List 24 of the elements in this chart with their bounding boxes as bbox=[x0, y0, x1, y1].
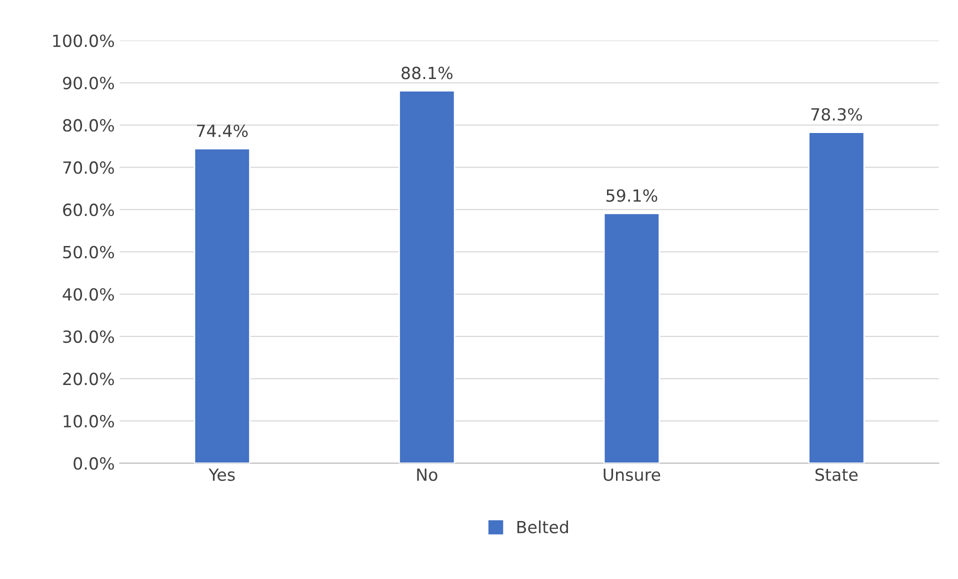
y-tick-label: 30.0% bbox=[63, 330, 114, 343]
legend-label: Belted bbox=[517, 520, 568, 534]
y-tick-label: 0.0% bbox=[74, 457, 114, 470]
x-tick-label: No bbox=[417, 468, 438, 481]
bar bbox=[603, 212, 660, 464]
y-tick-label: 50.0% bbox=[63, 246, 114, 258]
data-label: 59.1% bbox=[606, 189, 658, 202]
y-tick-label: 100.0% bbox=[53, 34, 114, 48]
data-label: 74.4% bbox=[197, 124, 248, 138]
x-tick-label: Yes bbox=[208, 468, 235, 481]
y-tick-label: 40.0% bbox=[62, 288, 114, 301]
y-tick-label: 70.0% bbox=[63, 161, 114, 174]
y-tick-label: 20.0% bbox=[63, 372, 114, 386]
x-tick-label: Unsure bbox=[604, 468, 660, 481]
y-tick-label: 60.0% bbox=[63, 204, 114, 216]
bar bbox=[194, 148, 250, 464]
bar bbox=[808, 132, 865, 464]
data-label: 88.1% bbox=[402, 66, 452, 80]
y-tick-label: 10.0% bbox=[64, 414, 114, 428]
y-tick-label: 80.0% bbox=[63, 119, 114, 132]
bar bbox=[398, 90, 456, 464]
data-label: 78.3% bbox=[811, 108, 862, 121]
y-tick-label: 90.0% bbox=[62, 76, 114, 90]
x-tick-label: State bbox=[815, 468, 858, 481]
